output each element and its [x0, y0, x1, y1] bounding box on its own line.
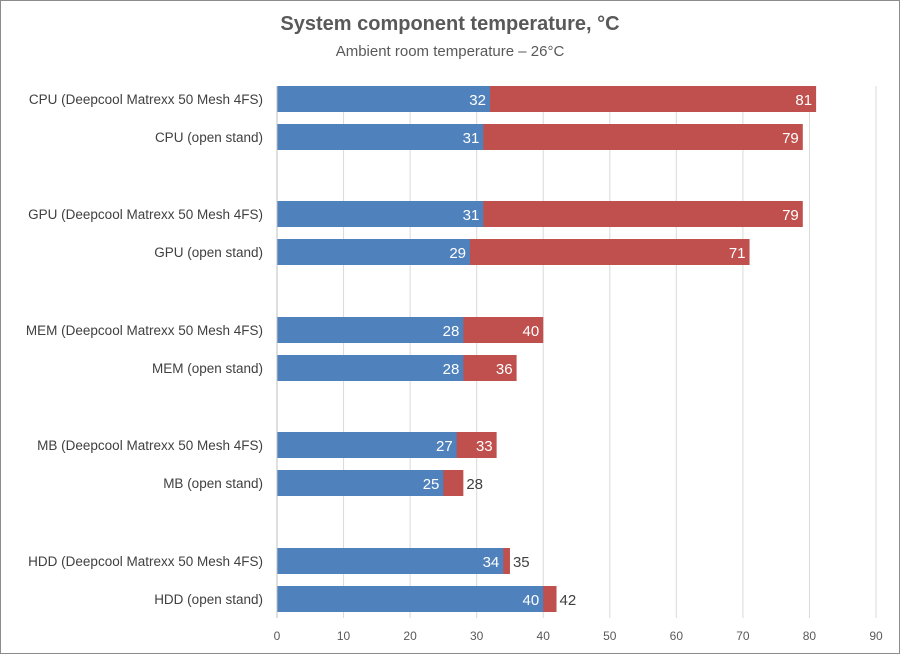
data-label-idle: 40 [523, 592, 540, 609]
data-label-idle: 28 [443, 361, 460, 378]
x-tick-label: 90 [869, 629, 883, 643]
x-tick-label: 20 [403, 629, 417, 643]
data-label-load: 33 [476, 438, 493, 455]
x-tick-label: 60 [670, 629, 684, 643]
data-label-idle: 27 [436, 438, 453, 455]
x-tick-label: 30 [470, 629, 484, 643]
data-label-load: 81 [795, 92, 812, 109]
x-tick-label: 70 [736, 629, 750, 643]
bar-idle [277, 124, 484, 150]
chart-title: System component temperature, °C [280, 13, 620, 35]
data-label-load: 42 [560, 592, 577, 609]
bar-idle [277, 86, 490, 112]
category-label: MB (open stand) [163, 476, 263, 491]
category-label: CPU (Deepcool Matrexx 50 Mesh 4FS) [29, 92, 263, 107]
data-label-load: 35 [513, 554, 530, 571]
category-label: HDD (Deepcool Matrexx 50 Mesh 4FS) [28, 554, 263, 569]
data-label-idle: 32 [469, 92, 486, 109]
data-label-idle: 29 [449, 245, 466, 262]
category-label: MEM (Deepcool Matrexx 50 Mesh 4FS) [26, 323, 263, 338]
bar-idle [277, 201, 484, 227]
bar-idle [277, 432, 457, 458]
bar-idle [277, 470, 444, 496]
data-label-load: 40 [523, 323, 540, 340]
data-label-load: 28 [466, 476, 483, 493]
data-label-idle: 28 [443, 323, 460, 340]
category-label: MB (Deepcool Matrexx 50 Mesh 4FS) [37, 438, 263, 453]
bar-idle [277, 586, 544, 612]
x-tick-label: 0 [274, 629, 281, 643]
bar-idle [277, 239, 471, 265]
data-label-idle: 34 [483, 554, 500, 571]
data-label-idle: 31 [463, 207, 480, 224]
category-label: CPU (open stand) [155, 130, 263, 145]
data-label-load: 79 [782, 130, 799, 147]
chart-subtitle: Ambient room temperature – 26°C [335, 43, 565, 60]
bar-idle [277, 548, 504, 574]
data-label-load: 36 [496, 361, 513, 378]
data-label-idle: 31 [463, 130, 480, 147]
category-label: GPU (open stand) [154, 245, 263, 260]
category-label: MEM (open stand) [152, 361, 263, 376]
x-tick-label: 10 [337, 629, 351, 643]
data-label-load: 71 [729, 245, 746, 262]
x-tick-label: 50 [603, 629, 617, 643]
category-label: HDD (open stand) [154, 592, 263, 607]
bar-idle [277, 355, 464, 381]
category-label: GPU (Deepcool Matrexx 50 Mesh 4FS) [28, 207, 263, 222]
x-tick-label: 80 [803, 629, 817, 643]
data-label-idle: 25 [423, 476, 440, 493]
data-label-load: 79 [782, 207, 799, 224]
x-tick-label: 40 [537, 629, 551, 643]
bar-idle [277, 317, 464, 343]
